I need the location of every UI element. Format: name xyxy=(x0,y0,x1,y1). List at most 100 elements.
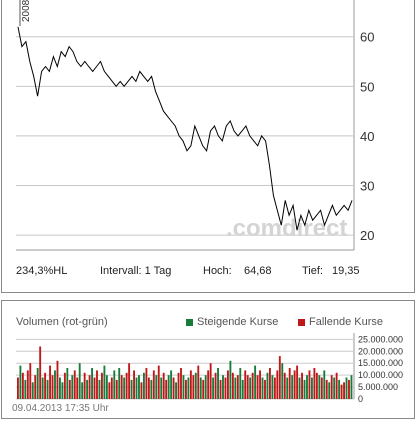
timestamp: 09.04.2013 17:35 Uhr xyxy=(12,403,109,414)
volume-bar xyxy=(313,368,316,399)
volume-bar xyxy=(306,375,308,399)
volume-bar xyxy=(101,372,103,399)
volume-bar xyxy=(155,375,158,399)
volume-y-tick-label: 20.000.000 xyxy=(358,346,403,356)
volume-bar xyxy=(66,368,69,399)
volume-bar xyxy=(256,375,259,399)
volume-bar xyxy=(145,368,148,399)
volume-chart-panel: Volumen (rot-grün) Steigende Kurse Falle… xyxy=(1,300,415,419)
volume-bar xyxy=(39,346,42,399)
volume-bar xyxy=(152,370,155,399)
volume-bar xyxy=(118,368,121,399)
volume-bar xyxy=(78,363,81,399)
volume-bar xyxy=(187,377,190,399)
volume-bar xyxy=(140,382,143,399)
volume-bar xyxy=(271,375,274,399)
volume-bar xyxy=(320,377,323,399)
volume-bar xyxy=(197,365,200,399)
volume-bar xyxy=(194,372,197,399)
volume-bar xyxy=(222,375,224,399)
volume-bar xyxy=(71,375,74,399)
legend-falling: Fallende Kurse xyxy=(298,316,383,328)
volume-bar xyxy=(91,368,93,399)
price-y-tick-label: 50 xyxy=(360,79,374,94)
volume-bar xyxy=(345,377,348,399)
volume-bar xyxy=(283,372,286,399)
volume-bar xyxy=(56,360,59,399)
volume-bar xyxy=(177,372,180,399)
volume-bar xyxy=(318,375,321,399)
volume-bar xyxy=(296,365,299,399)
volume-bar xyxy=(234,377,237,399)
change-percent: 234,3%HL xyxy=(16,265,68,277)
volume-bar xyxy=(108,382,111,399)
volume-bar xyxy=(138,375,140,399)
volume-bar xyxy=(199,377,202,399)
volume-bar xyxy=(86,379,89,399)
volume-bar xyxy=(264,379,266,399)
volume-bar xyxy=(239,368,242,399)
volume-bar xyxy=(68,379,71,399)
volume-bar xyxy=(244,370,247,399)
volume-bar xyxy=(273,377,276,399)
volume-chart: 25.000.000 20.000.000 15.000.000 10.000.000… xyxy=(16,333,403,404)
legend-rising-label: Steigende Kurse xyxy=(197,316,279,328)
volume-bar xyxy=(29,363,32,399)
volume-bar xyxy=(224,377,227,399)
volume-bar xyxy=(147,377,150,399)
volume-y-tick-label: 15.000.000 xyxy=(358,358,403,368)
volume-bar xyxy=(209,363,212,399)
volume-bar xyxy=(281,363,284,399)
volume-bar xyxy=(160,377,163,399)
volume-bar xyxy=(180,368,182,399)
watermark-text: .comdirect xyxy=(226,215,347,242)
volume-bar xyxy=(150,379,153,399)
volume-bar xyxy=(335,372,338,399)
volume-bar xyxy=(19,365,22,399)
interval-label: Intervall: 1 Tag xyxy=(100,265,172,277)
low-value: 19,35 xyxy=(332,265,360,277)
volume-bar xyxy=(214,372,217,399)
volume-bar xyxy=(350,375,353,399)
volume-bar xyxy=(266,372,269,399)
price-series-line xyxy=(17,26,353,231)
volume-bar xyxy=(128,363,131,399)
volume-bar xyxy=(348,379,350,399)
volume-bar xyxy=(125,372,128,399)
volume-bar xyxy=(286,377,289,399)
x-start-label: 2008 xyxy=(21,0,32,22)
volume-bar xyxy=(83,372,86,399)
volume-bar xyxy=(254,365,257,399)
volume-bar xyxy=(288,368,291,399)
volume-bar xyxy=(110,377,113,399)
volume-bar xyxy=(135,377,138,399)
volume-bar xyxy=(103,365,106,399)
volume-bar xyxy=(143,372,145,399)
volume-bar xyxy=(175,382,177,399)
volume-bar xyxy=(330,375,333,399)
volume-bar xyxy=(192,375,195,399)
volume-bar xyxy=(81,382,84,399)
volume-title: Volumen (rot-grün) xyxy=(16,316,108,328)
volume-bar xyxy=(54,370,56,399)
volume-bar xyxy=(261,377,264,399)
volume-bar xyxy=(217,368,219,399)
volume-bar xyxy=(105,375,108,399)
volume-bar xyxy=(24,379,27,399)
volume-bar xyxy=(333,377,336,399)
volume-bar xyxy=(41,377,44,399)
volume-bar xyxy=(246,375,249,399)
volume-bar xyxy=(328,382,331,399)
volume-bar xyxy=(172,377,175,399)
price-y-tick-label: 60 xyxy=(360,30,374,45)
volume-bar xyxy=(311,377,313,399)
volume-bar xyxy=(61,382,64,399)
volume-bar xyxy=(301,372,303,399)
legend-falling-swatch xyxy=(298,318,305,326)
legend-rising-swatch xyxy=(186,318,193,326)
volume-bar xyxy=(293,370,296,399)
volume-bar xyxy=(189,370,192,399)
volume-bar xyxy=(212,377,215,399)
volume-bar xyxy=(202,379,205,399)
volume-bar xyxy=(325,379,328,399)
